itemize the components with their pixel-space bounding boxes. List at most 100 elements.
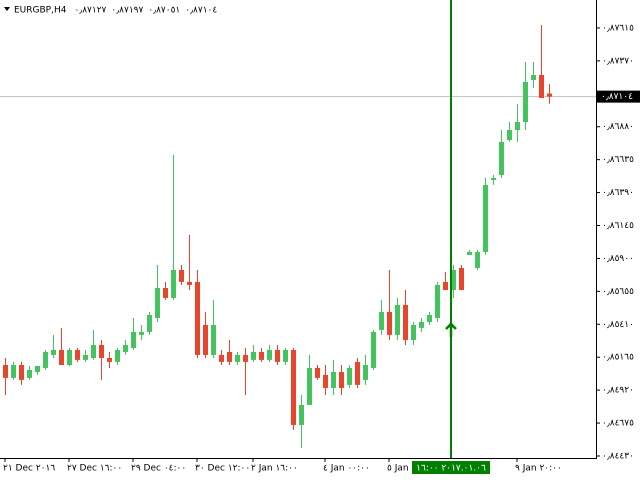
candle-body [123, 344, 128, 352]
candle-body [115, 349, 120, 362]
candle-body [243, 354, 248, 362]
candle-body [259, 351, 264, 360]
y-tick-label: ٠٫٨٤٦٧٥ [602, 419, 634, 429]
candle-body [187, 281, 192, 285]
candle-body [11, 365, 16, 378]
x-tick-label: ٢٧ Dec ١٦:٠٠ [67, 464, 122, 474]
candle-body [139, 331, 144, 335]
y-tick-label: ٠٫٨٥٤١٠ [602, 320, 634, 330]
header-value: ٠٫٨٧١٠٤ [185, 6, 217, 16]
header-value: ٠٫٨٧١٢٧ [74, 6, 106, 16]
candle-body [427, 315, 432, 322]
candle-body [435, 284, 440, 318]
candle-body [467, 251, 472, 255]
candle-body [291, 349, 296, 425]
candle-body [171, 269, 176, 298]
candle-body [339, 371, 344, 388]
y-tick-label: ٠٫٨٧٦١٥ [602, 23, 634, 33]
candle-body [419, 321, 424, 328]
y-tick-label: ٠٫٨٧٣٧٠ [602, 56, 634, 66]
candle-body [387, 311, 392, 335]
candle-body [315, 367, 320, 378]
candle-body [299, 404, 304, 425]
candle-body [515, 122, 520, 130]
candle-body [451, 269, 456, 291]
candle-body [131, 331, 136, 348]
candle-body [491, 177, 496, 180]
candle-body [275, 349, 280, 362]
candle-body [267, 349, 272, 360]
candle-body [523, 81, 528, 123]
y-tick-label: ٠٫٨٥٦٥٥ [602, 287, 634, 297]
y-tick-label: ٠٫٨٥٩٠٠ [602, 254, 634, 264]
candle-body [331, 371, 336, 388]
candle-body [507, 129, 512, 141]
candle-body [195, 281, 200, 355]
candle-body [355, 361, 360, 385]
x-tick-label: ٤ Jan ٠٠:٠٠ [323, 464, 370, 474]
candle-body [35, 365, 40, 372]
y-tick-label: ٠٫٨٦٨٨٠ [602, 122, 634, 132]
x-tick-label: ٢ Jan ١٦:٠٠ [251, 464, 298, 474]
candle-body [99, 344, 104, 359]
candle-body [67, 349, 72, 366]
candle-body [179, 269, 184, 282]
y-tick-label: ٠٫٨٤٩٢٠ [602, 386, 634, 396]
candle-body [75, 349, 80, 360]
candle-body [27, 369, 32, 378]
candle-body [83, 354, 88, 360]
candle-body [43, 351, 48, 368]
candle-body [403, 304, 408, 341]
candle-body [547, 93, 552, 97]
x-tick-label: ٢٩ Dec ٠٤:٠٠ [131, 464, 186, 474]
symbol: EURGBP,H4 [14, 6, 67, 16]
candle-body [3, 365, 8, 378]
candle-body [395, 304, 400, 335]
candle-body [323, 374, 328, 388]
candle-body [371, 331, 376, 368]
price-label: ٠٫٨٧١٠٤ [601, 92, 633, 102]
candle-body [155, 287, 160, 318]
arrow-up [445, 322, 457, 337]
candle-body [251, 351, 256, 360]
y-tick-label: ٠٫٨٦٦٣٥ [602, 155, 634, 165]
x-tick-label: ٩ Jan ٢٠:٠٠ [515, 464, 562, 474]
candle-body [203, 324, 208, 355]
candle-body [235, 354, 240, 362]
candle-body [443, 281, 448, 291]
candle-body [459, 267, 464, 291]
candle-body [107, 358, 112, 362]
candle-body [163, 287, 168, 298]
candle-body [539, 74, 544, 98]
y-tick-label: ٠٫٨٥١٦٥ [602, 353, 634, 363]
candle-body [363, 365, 368, 380]
header-value: ٠٫٨٧١٩٧ [111, 6, 143, 16]
menu-triangle[interactable] [4, 7, 10, 11]
y-tick-label: ٠٫٨٦٣٩٠ [602, 188, 634, 198]
candle-body [227, 351, 232, 362]
candle-body [91, 344, 96, 359]
candle-body [211, 324, 216, 355]
x-tick-label: ٥ Jan [387, 464, 409, 474]
candle-body [51, 349, 56, 355]
candle-body [59, 349, 64, 366]
candle-body [499, 141, 504, 175]
price-label-box [597, 90, 640, 103]
candle-body [483, 184, 488, 252]
candle-body [307, 367, 312, 405]
candle-body [19, 365, 24, 380]
candle-body [531, 74, 536, 80]
candle-body [475, 251, 480, 268]
y-tick-label: ٠٫٨٤٤٣٠ [602, 451, 634, 461]
candle-body [219, 354, 224, 362]
candle-body [411, 324, 416, 341]
y-tick-label: ٠٫٨٦١٤٥ [602, 221, 634, 231]
x-tick-label: ٢١ Dec ٢٠١٦ [3, 464, 55, 474]
candle-body [379, 311, 384, 330]
candle-body [347, 367, 352, 385]
x-tick-label: ٣٠ Dec ١٢:٠٠ [195, 464, 250, 474]
candle-body [147, 315, 152, 332]
crosshair-label: ٢٠١٧.٠١.٠٦ ١٦:٠٠ [416, 464, 486, 474]
